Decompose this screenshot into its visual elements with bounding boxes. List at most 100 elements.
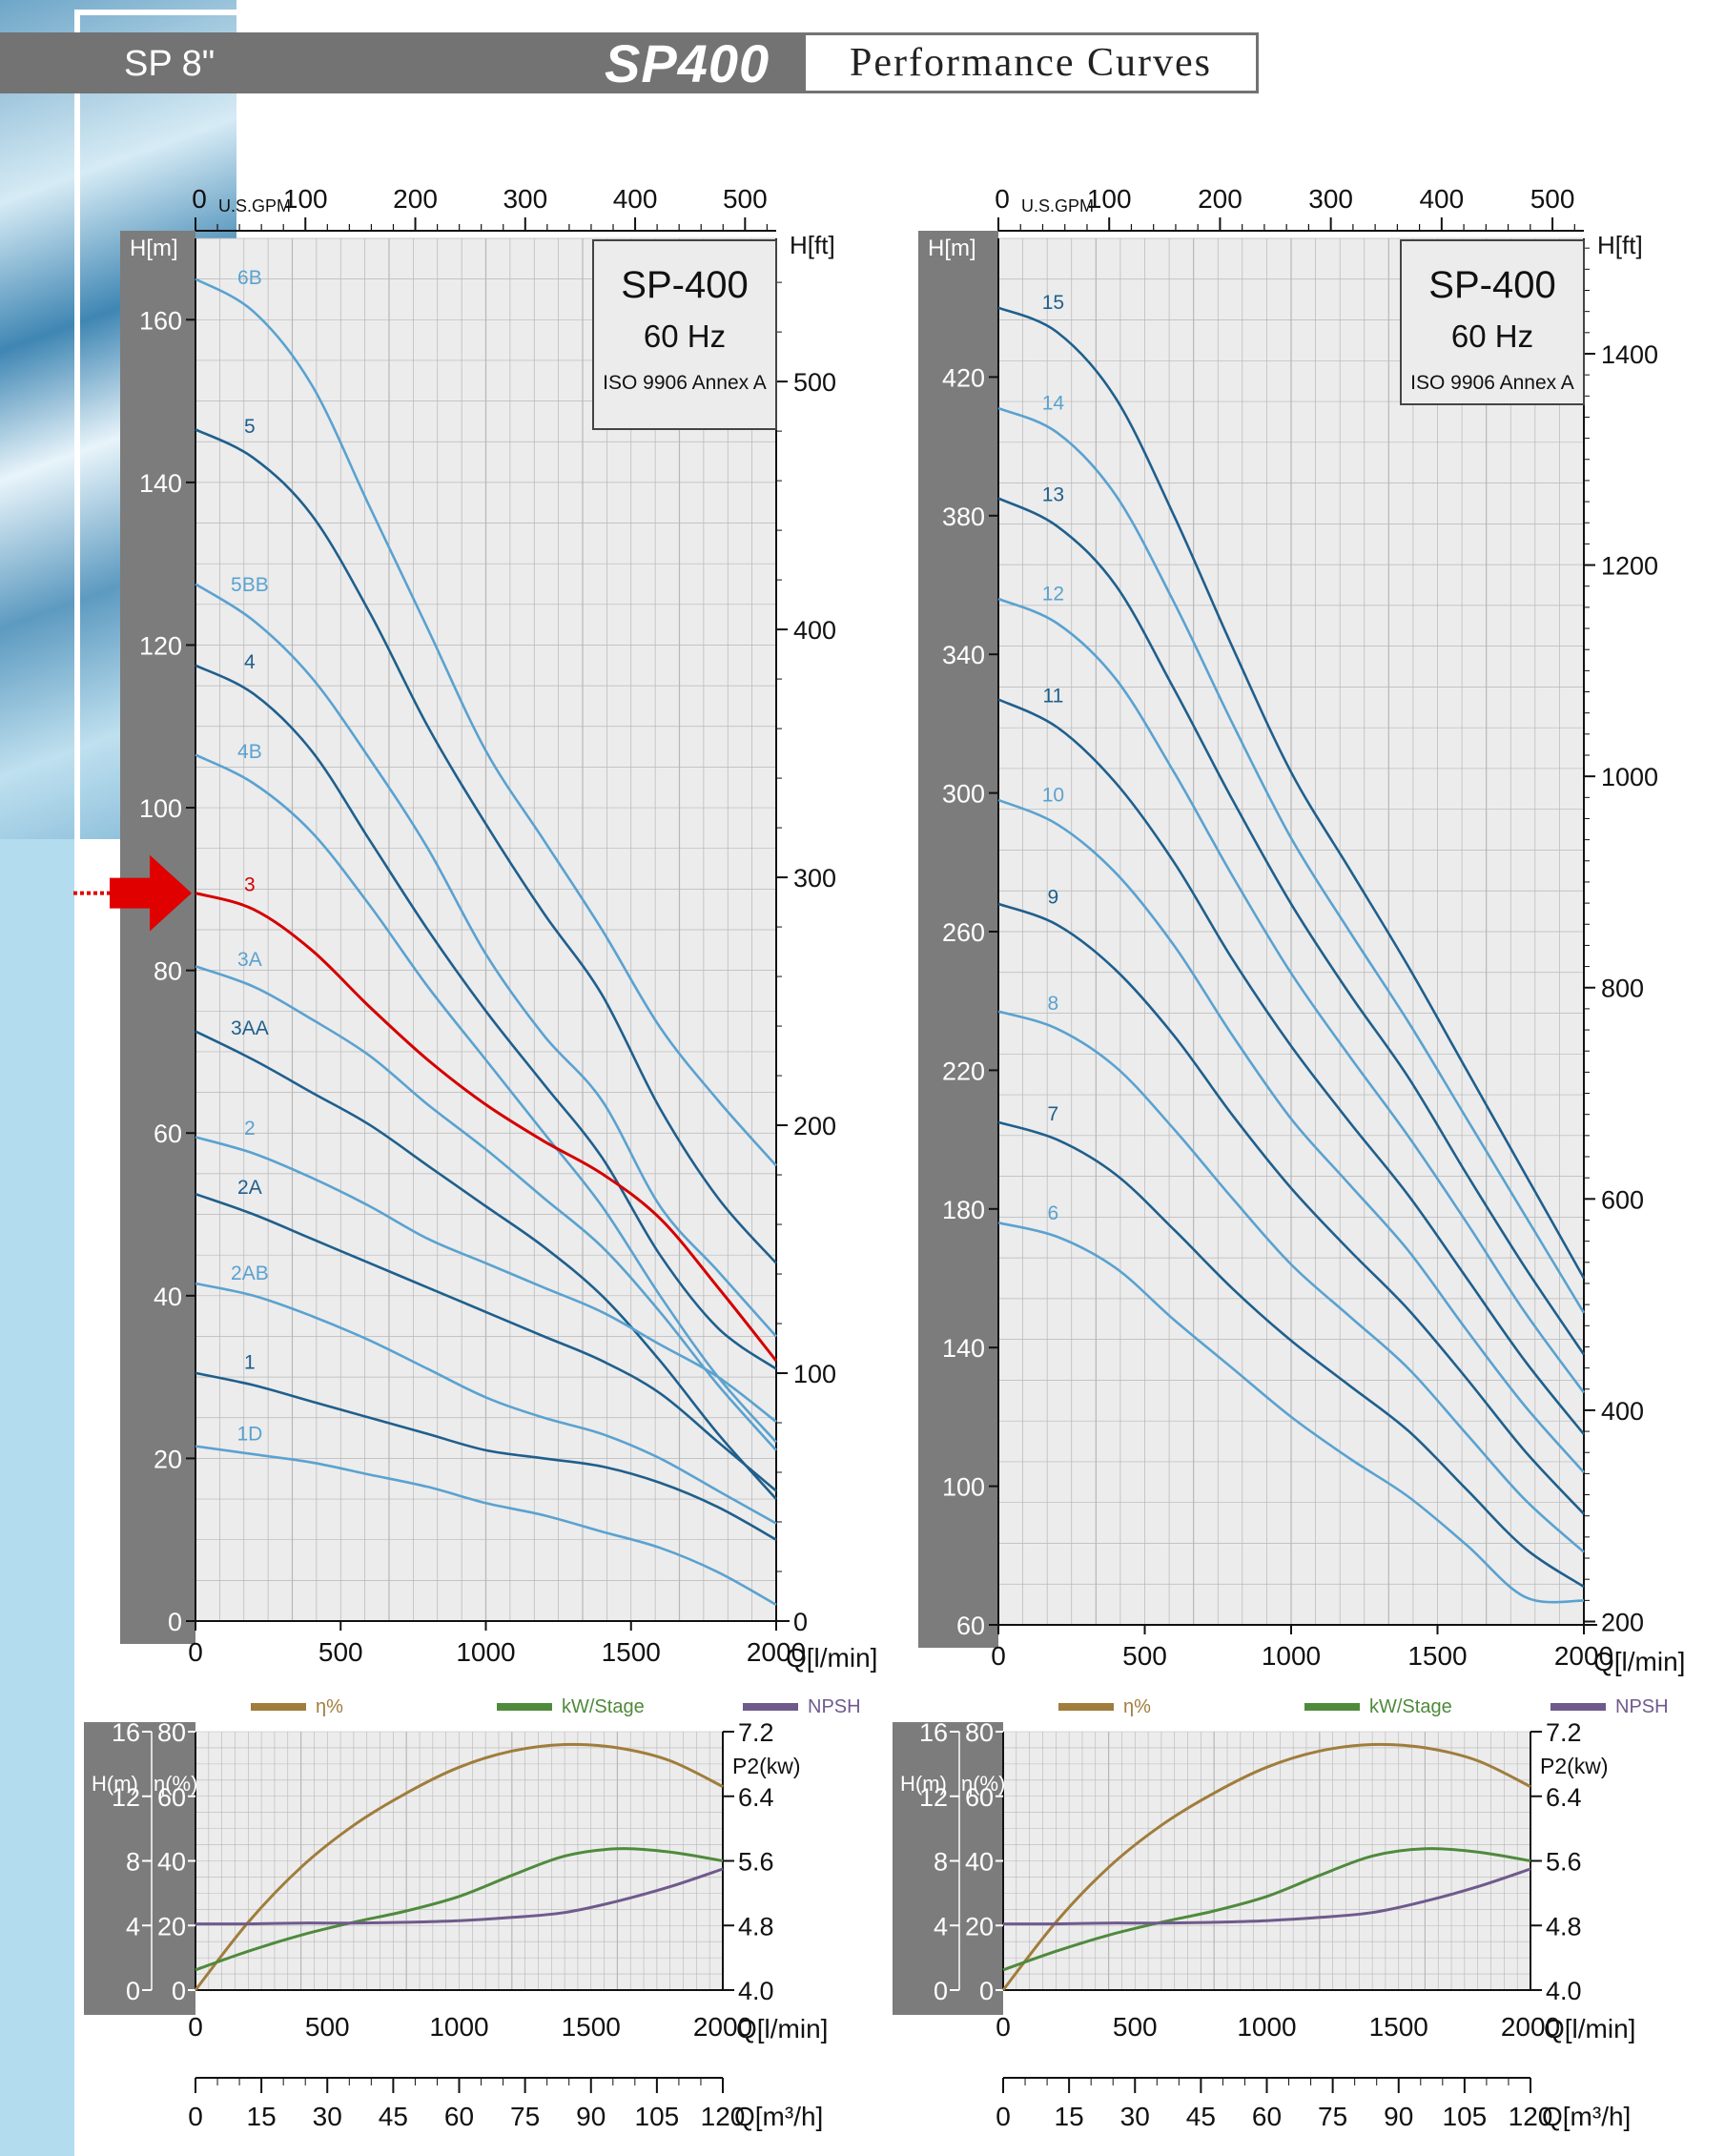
chart-bottom-right-npsh-tick-label: 0: [934, 1977, 948, 2005]
chart-left-curve-label-1: 1: [244, 1352, 256, 1374]
page-title: Performance Curves: [803, 32, 1259, 93]
chart-left-curve-5: [195, 428, 777, 1264]
chart-bottom-right-npsh-axis-title: H(m): [900, 1772, 947, 1796]
chart-bottom-left-m3h-tick-label: 30: [313, 2102, 342, 2131]
chart-bottom-right-npsh-tick-label: 16: [919, 1718, 948, 1747]
chart-bottom-left-curve-npsh: [195, 1867, 724, 1926]
chart-right-curve-7: [997, 1120, 1585, 1589]
chart-left-curve-label-2: 2: [244, 1118, 256, 1140]
chart-bottom-left-m3h-axis-title: Q[m³/h]: [734, 2102, 823, 2131]
chart-left-top-tick-label: 500: [723, 184, 768, 214]
chart-bottom-right-eta-axis-title: η(%): [961, 1772, 1005, 1796]
chart-right-info-frequency: 60 Hz: [1451, 318, 1533, 354]
chart-bottom-right-x-tick-label: 1500: [1369, 2012, 1428, 2042]
chart-right-top-tick-label: 300: [1308, 184, 1353, 214]
chart-right-top-tick-label: 0: [995, 184, 1010, 214]
chart-bottom-right-legend-label: NPSH: [1615, 1696, 1669, 1717]
chart-left-curve-4B: [195, 753, 777, 1444]
chart-bottom-left-eta-tick-label: 80: [157, 1718, 186, 1747]
chart-right-y-tick-label: 300: [942, 780, 985, 809]
chart-right-info-box: [1400, 239, 1585, 405]
chart-bottom-left-curve-p2: [195, 1847, 724, 1972]
chart-left-info-frequency: 60 Hz: [644, 318, 726, 354]
chart-right-curve-8: [997, 1010, 1585, 1553]
chart-bottom-left-npsh-tick-label: 16: [112, 1718, 140, 1747]
chart-bottom-right-m3h-tick-label: 0: [996, 2102, 1011, 2131]
chart-left-y2-tick-label: 500: [793, 368, 836, 397]
chart-left-curve-2: [195, 1136, 777, 1424]
chart-left-x-tick-label: 500: [318, 1637, 363, 1667]
chart-right-x-axis-title: Q[l/min]: [1593, 1647, 1685, 1676]
chart-right-y-tick-label: 220: [942, 1057, 985, 1085]
chart-left-y-tick-label: 140: [139, 469, 182, 498]
chart-left-x-axis-title: Q[l/min]: [786, 1643, 877, 1673]
chart-left-curve-6B: [195, 277, 777, 1167]
chart-bottom-left-p2-tick-label: 4.0: [738, 1977, 774, 2005]
chart-left-x-tick-label: 0: [188, 1637, 203, 1667]
chart-left-curve-label-3: 3: [244, 873, 256, 895]
chart-left-y-tick-label: 0: [168, 1608, 182, 1636]
chart-bottom-left-eta-axis-title: η(%): [154, 1772, 197, 1796]
chart-left-y-tick-label: 160: [139, 306, 182, 335]
chart-bottom-right-m3h-tick-label: 30: [1120, 2102, 1150, 2131]
chart-left-curve-label-6B: 6B: [237, 267, 262, 289]
chart-bottom-left-legend-label: η%: [316, 1696, 343, 1717]
chart-bottom-left-m3h-tick-label: 120: [701, 2102, 746, 2131]
chart-right-y2-tick-label: 400: [1601, 1397, 1644, 1426]
chart-bottom-left-x-tick-label: 2000: [693, 2012, 752, 2042]
chart-bottom-right-eta-tick-label: 60: [965, 1783, 994, 1812]
chart-right-x-tick-label: 0: [991, 1641, 1006, 1671]
chart-left-curve-label-2AB: 2AB: [231, 1263, 269, 1284]
chart-left-x-tick-label: 2000: [747, 1637, 806, 1667]
chart-left-curve-2AB: [195, 1282, 777, 1525]
chart-left-highlight-arrow-icon: [110, 854, 192, 932]
chart-bottom-right-npsh-tick-label: 8: [934, 1848, 948, 1877]
chart-bottom-left-legend-swatch: [497, 1703, 552, 1711]
chart-left-curve-1: [195, 1371, 777, 1541]
chart-bottom-left-curve-eta: [194, 1742, 724, 1991]
chart-left-curve-4: [195, 664, 777, 1370]
chart-left-y-tick-label: 80: [154, 957, 182, 986]
chart-bottom-left-x-tick-label: 0: [188, 2012, 203, 2042]
chart-bottom-left-eta-tick-label: 0: [172, 1977, 186, 2005]
chart-right-top-tick-label: 100: [1087, 184, 1132, 214]
chart-right-top-tick-label: 500: [1530, 184, 1575, 214]
chart-right-y-tick-label: 140: [942, 1334, 985, 1363]
chart-bottom-left-m3h-tick-label: 0: [188, 2102, 203, 2131]
chart-left-y-tick-label: 100: [139, 794, 182, 823]
chart-right-top-tick-label: 200: [1198, 184, 1242, 214]
chart-bottom-right-m3h-tick-label: 15: [1055, 2102, 1084, 2131]
chart-left-curve-label-3A: 3A: [237, 949, 262, 971]
chart-bottom-left-npsh-tick-label: 0: [126, 1977, 140, 2005]
chart-right-y-axis-title: H[m]: [928, 236, 976, 261]
chart-left-info-box: [592, 239, 777, 430]
chart-bottom-right-m3h-tick-label: 75: [1318, 2102, 1347, 2131]
chart-left-top-tick-label: 300: [503, 184, 547, 214]
chart-right-y2-tick-label: 1000: [1601, 763, 1658, 791]
chart-right-y2-tick-label: 1200: [1601, 552, 1658, 581]
chart-right-curve-label-15: 15: [1042, 292, 1064, 314]
chart-right-info-model: SP-400: [1428, 264, 1555, 306]
chart-bottom-left-p2-tick-label: 4.8: [738, 1912, 774, 1940]
chart-bottom-left-legend-swatch: [743, 1703, 798, 1711]
chart-right-y-axis-band: [918, 231, 998, 1648]
chart-left-curve-5BB: [195, 583, 777, 1338]
chart-bottom-right-legend-swatch: [1058, 1703, 1114, 1711]
chart-left-curve-2A: [195, 1192, 777, 1492]
chart-bottom-right-eta-tick-label: 20: [965, 1912, 994, 1940]
chart-right-curve-6: [997, 1222, 1585, 1604]
chart-bottom-right-npsh-tick-label: 12: [919, 1783, 948, 1812]
chart-bottom-right-npsh-tick-label: 4: [934, 1912, 948, 1940]
chart-bottom-right-p2-tick-label: 7.2: [1546, 1718, 1582, 1747]
chart-left-top-tick-label: 0: [192, 184, 207, 214]
chart-bottom-right-p2-tick-label: 4.0: [1546, 1977, 1582, 2005]
chart-left-top-tick-label: 400: [613, 184, 658, 214]
chart-left-curve-label-2A: 2A: [237, 1177, 262, 1199]
chart-bottom-left-m3h-tick-label: 75: [510, 2102, 540, 2131]
chart-right-y2-tick-label: 800: [1601, 975, 1644, 1003]
chart-bottom-left-y-axis-band: [84, 1722, 195, 2015]
chart-right-curve-11: [997, 698, 1586, 1435]
chart-bottom-right-eta-tick-label: 0: [979, 1977, 994, 2005]
chart-right-y-tick-label: 420: [942, 363, 985, 392]
chart-right-y-tick-label: 100: [942, 1473, 985, 1502]
